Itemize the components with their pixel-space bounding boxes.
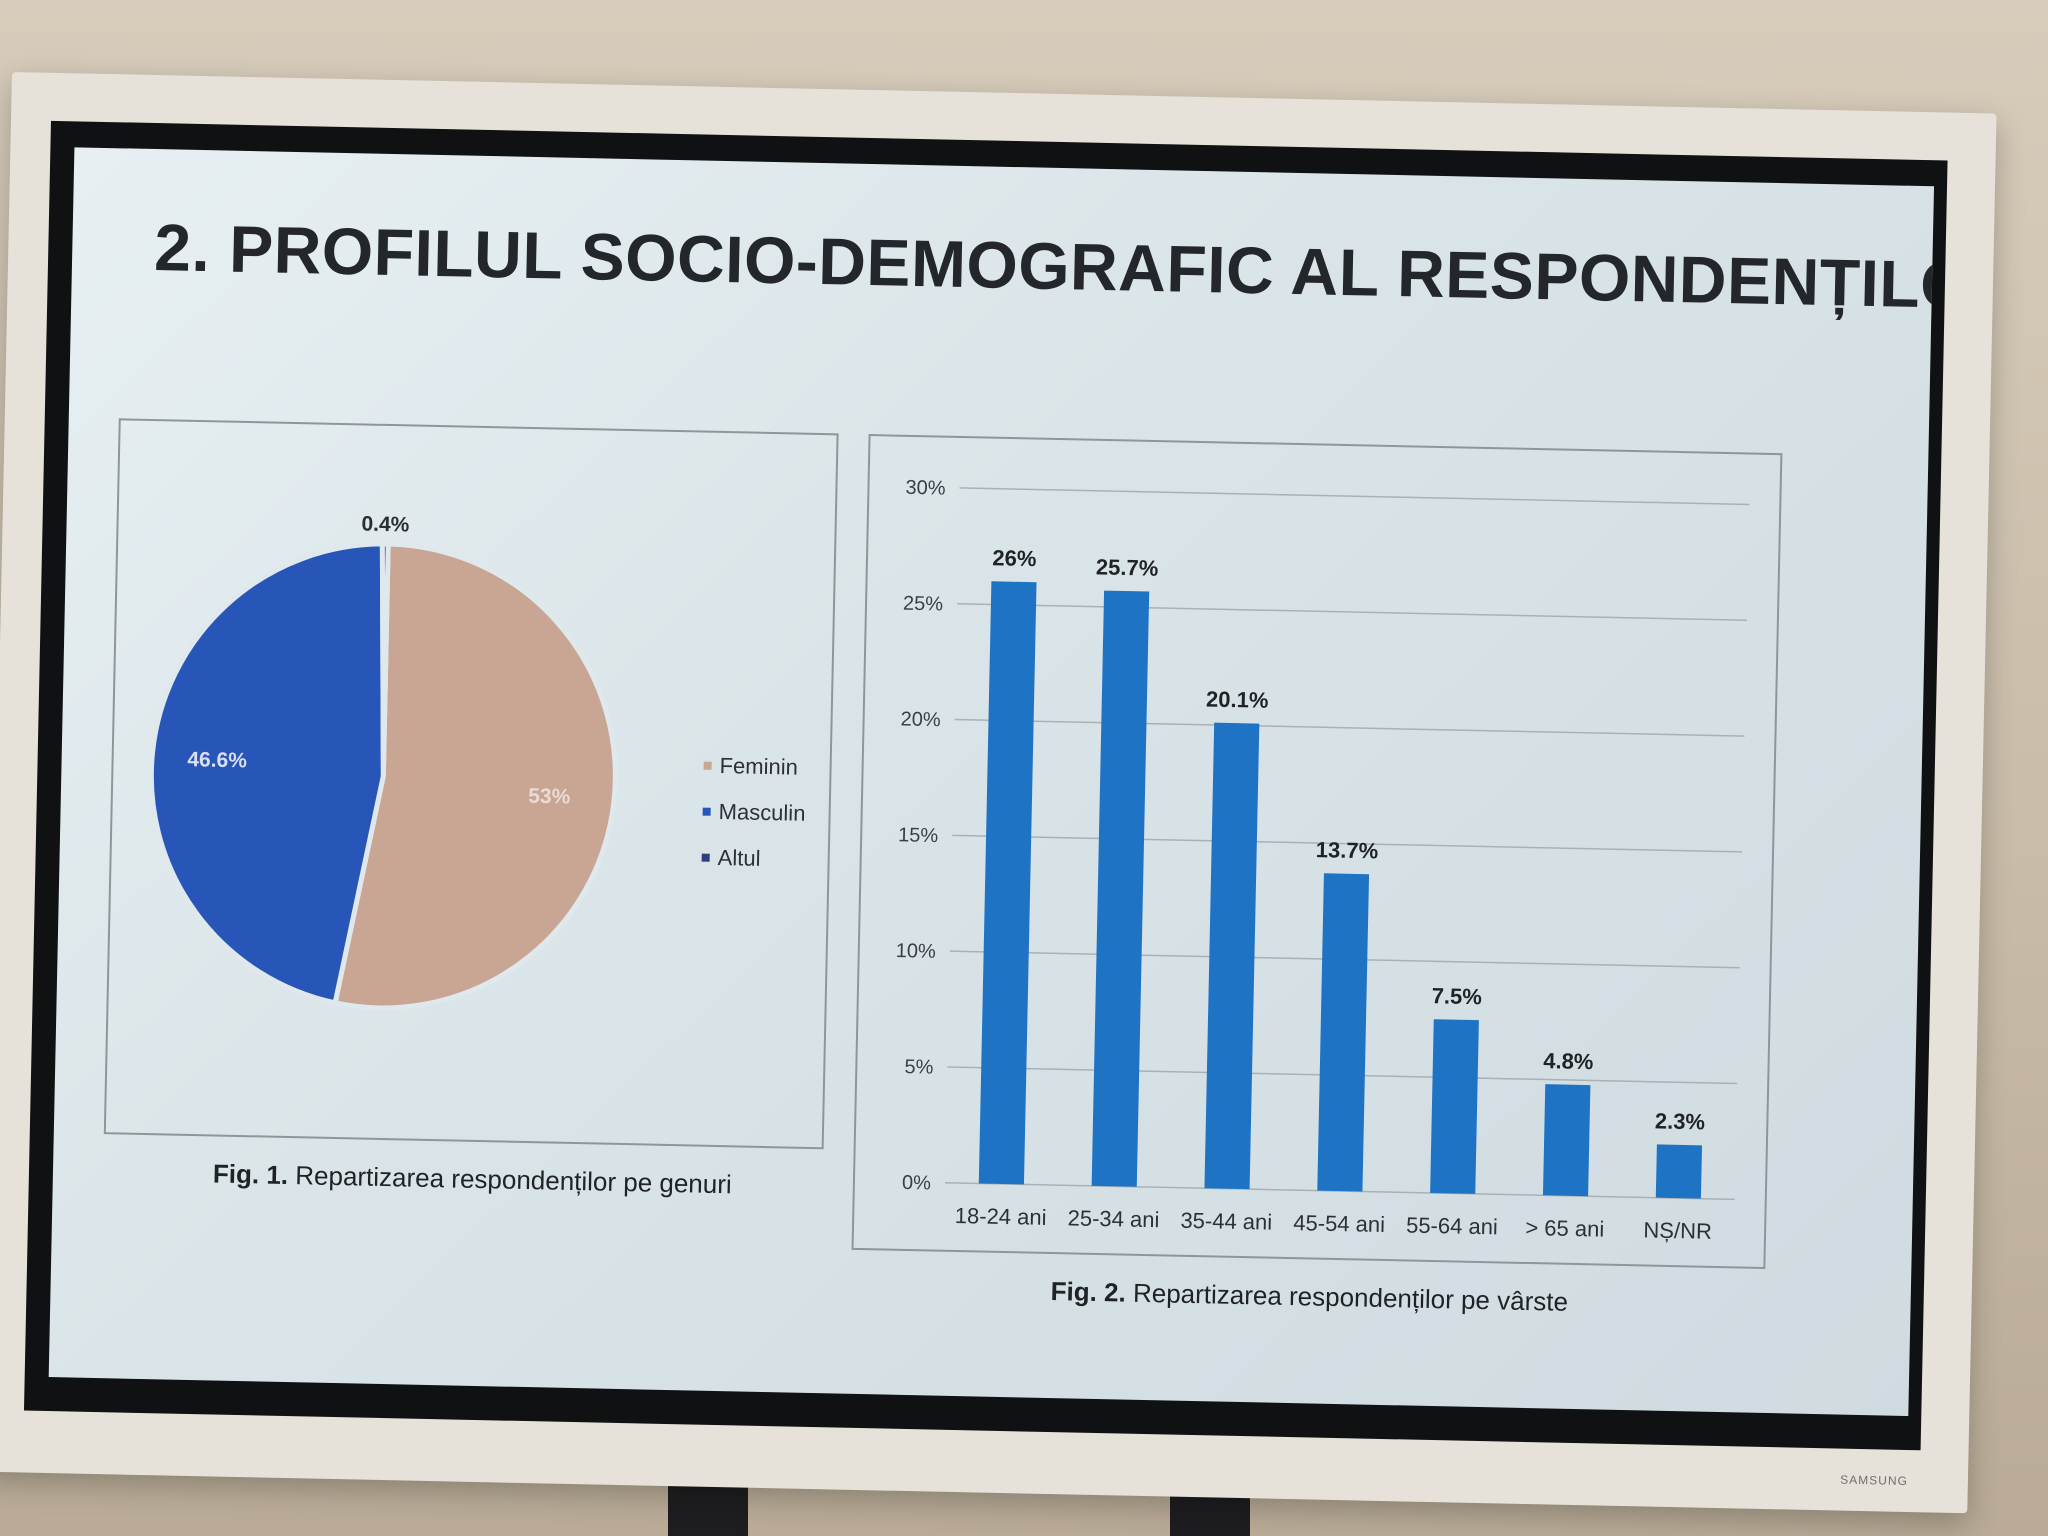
legend-label-masculin: Masculin	[718, 798, 806, 826]
fig1-caption-text: Repartizarea respondenților pe genuri	[295, 1160, 733, 1200]
legend-label-altul: Altul	[717, 844, 761, 871]
pie-data-label-masculin: 46.6%	[187, 748, 247, 772]
bar-value-label: 25.7%	[1096, 554, 1159, 580]
fig1-caption-number: Fig. 1.	[212, 1158, 289, 1191]
bar-25-34-ani	[1091, 590, 1150, 1187]
legend-item-feminin: Feminin	[703, 743, 807, 791]
legend-swatch-masculin	[702, 807, 711, 816]
bar-value-label: 13.7%	[1316, 837, 1379, 863]
bar-n-nr	[1655, 1144, 1703, 1199]
bar-value-label: 26%	[992, 545, 1037, 571]
bar-value-label: 4.8%	[1543, 1048, 1594, 1074]
fig2-caption: Fig. 2. Repartizarea respondenților pe v…	[1050, 1276, 1568, 1318]
y-tick-label: 10%	[896, 940, 937, 963]
bar-18-24-ani	[978, 581, 1037, 1185]
legend-swatch-feminin	[703, 761, 712, 770]
bar-value-label: 20.1%	[1206, 686, 1269, 712]
x-tick-label: > 65 ani	[1525, 1215, 1604, 1242]
bar-chart-panel: 0% 5% 10% 15% 20% 25% 30% 26% 18-24 ani 25.7% 25-3…	[851, 434, 1783, 1269]
y-tick-label: 0%	[902, 1172, 932, 1195]
bar-45-54-ani	[1317, 873, 1370, 1192]
fig1-caption: Fig. 1. Repartizarea respondenților pe g…	[213, 1158, 732, 1200]
x-tick-label: 55-64 ani	[1406, 1212, 1498, 1239]
y-tick-label: 20%	[900, 708, 941, 731]
y-tick-label: 5%	[904, 1056, 934, 1079]
pie-data-label-altul: 0.4%	[361, 513, 410, 537]
slide-title: 2. PROFILUL SOCIO-DEMOGRAFIC AL RESPONDE…	[153, 210, 1935, 324]
x-tick-label: NȘ/NR	[1643, 1217, 1712, 1243]
gridline-30	[959, 487, 1750, 506]
x-tick-label: 25-34 ani	[1067, 1205, 1159, 1232]
gridline-25	[957, 602, 1747, 622]
pie-chart: 53% 46.6% 0.4%	[148, 513, 618, 1011]
x-tick-label: 35-44 ani	[1180, 1208, 1272, 1235]
bar-65-ani	[1542, 1084, 1591, 1197]
legend-item-altul: Altul	[701, 835, 805, 883]
fig2-caption-number: Fig. 2.	[1050, 1276, 1127, 1308]
gridline-20	[954, 718, 1745, 737]
bar-chart: 0% 5% 10% 15% 20% 25% 30% 26% 18-24 ani 25.7% 25-3…	[896, 477, 1750, 1244]
legend-item-masculin: Masculin	[702, 789, 806, 837]
tv-bezel: SAMSUNG 2. PROFILUL SOCIO-DEMOGRAFIC AL …	[0, 72, 1997, 1514]
pie-legend: Feminin Masculin Altul	[701, 743, 807, 883]
pie-chart-panel: 53% 46.6% 0.4% Feminin Masculin Altul	[103, 418, 839, 1150]
pie-slice-masculin	[148, 541, 386, 1006]
bar-value-label: 7.5%	[1431, 983, 1482, 1009]
y-tick-label: 25%	[903, 593, 944, 616]
brand-label: SAMSUNG	[1840, 1472, 1909, 1489]
pie-data-label-feminin: 53%	[528, 785, 571, 809]
x-tick-label: 45-54 ani	[1293, 1210, 1385, 1237]
y-tick-label: 30%	[905, 477, 946, 500]
pie-slice-feminin	[332, 541, 618, 1011]
legend-label-feminin: Feminin	[719, 752, 799, 780]
bar-35-44-ani	[1204, 722, 1260, 1190]
bar-55-64-ani	[1430, 1019, 1479, 1194]
legend-swatch-altul	[701, 853, 710, 862]
fig2-caption-text: Repartizarea respondenților pe vârste	[1132, 1277, 1569, 1317]
slide-screen: 2. PROFILUL SOCIO-DEMOGRAFIC AL RESPONDE…	[48, 147, 1935, 1417]
gridline-15	[952, 834, 1743, 853]
x-tick-label: 18-24 ani	[955, 1203, 1047, 1230]
pie-slice-altul	[379, 541, 391, 776]
y-tick-label: 15%	[898, 824, 939, 847]
bar-value-label: 2.3%	[1655, 1108, 1706, 1134]
